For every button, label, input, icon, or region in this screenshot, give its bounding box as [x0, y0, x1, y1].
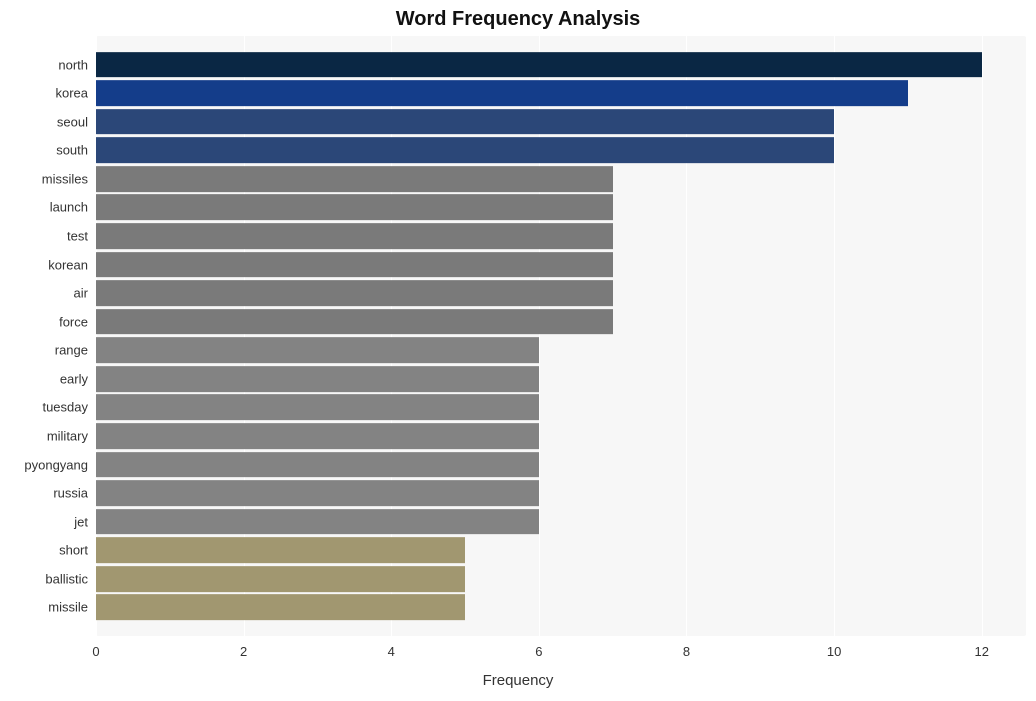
y-category-label: ballistic: [45, 571, 96, 586]
y-category-label: korea: [55, 86, 96, 101]
bar: [96, 423, 539, 449]
grid-line: [834, 36, 835, 636]
bar: [96, 137, 834, 163]
x-tick-label: 2: [240, 644, 247, 659]
x-axis-label: Frequency: [0, 672, 1036, 689]
bar: [96, 366, 539, 392]
y-category-label: korean: [48, 257, 96, 272]
grid-line: [982, 36, 983, 636]
bar: [96, 452, 539, 478]
y-category-label: missiles: [42, 171, 96, 186]
bar: [96, 337, 539, 363]
word-frequency-chart: Word Frequency Analysis northkoreaseouls…: [0, 0, 1036, 701]
y-category-label: tuesday: [42, 400, 96, 415]
plot-area: northkoreaseoulsouthmissileslaunchtestko…: [96, 36, 1026, 636]
y-category-label: test: [67, 229, 96, 244]
x-tick-label: 4: [388, 644, 395, 659]
bar: [96, 537, 465, 563]
y-category-label: launch: [50, 200, 96, 215]
x-tick-label: 10: [827, 644, 841, 659]
y-category-label: air: [74, 286, 96, 301]
y-category-label: seoul: [57, 114, 96, 129]
y-category-label: range: [55, 343, 96, 358]
x-tick-label: 6: [535, 644, 542, 659]
bar: [96, 80, 908, 106]
y-category-label: pyongyang: [24, 457, 96, 472]
bar: [96, 166, 613, 192]
x-tick-label: 12: [974, 644, 988, 659]
bar: [96, 52, 982, 78]
bar: [96, 109, 834, 135]
bar: [96, 395, 539, 421]
chart-title: Word Frequency Analysis: [0, 8, 1036, 31]
y-category-label: military: [47, 429, 96, 444]
y-category-label: north: [58, 57, 96, 72]
bar: [96, 480, 539, 506]
bar: [96, 309, 613, 335]
y-category-label: jet: [74, 514, 96, 529]
bar: [96, 252, 613, 278]
y-category-label: russia: [53, 486, 96, 501]
y-category-label: missile: [48, 600, 96, 615]
bar: [96, 280, 613, 306]
y-category-label: early: [60, 371, 96, 386]
y-category-label: south: [56, 143, 96, 158]
bar: [96, 195, 613, 221]
x-tick-label: 0: [92, 644, 99, 659]
bar: [96, 566, 465, 592]
bar: [96, 223, 613, 249]
bar: [96, 509, 539, 535]
y-category-label: force: [59, 314, 96, 329]
bar: [96, 595, 465, 621]
y-category-label: short: [59, 543, 96, 558]
x-tick-label: 8: [683, 644, 690, 659]
